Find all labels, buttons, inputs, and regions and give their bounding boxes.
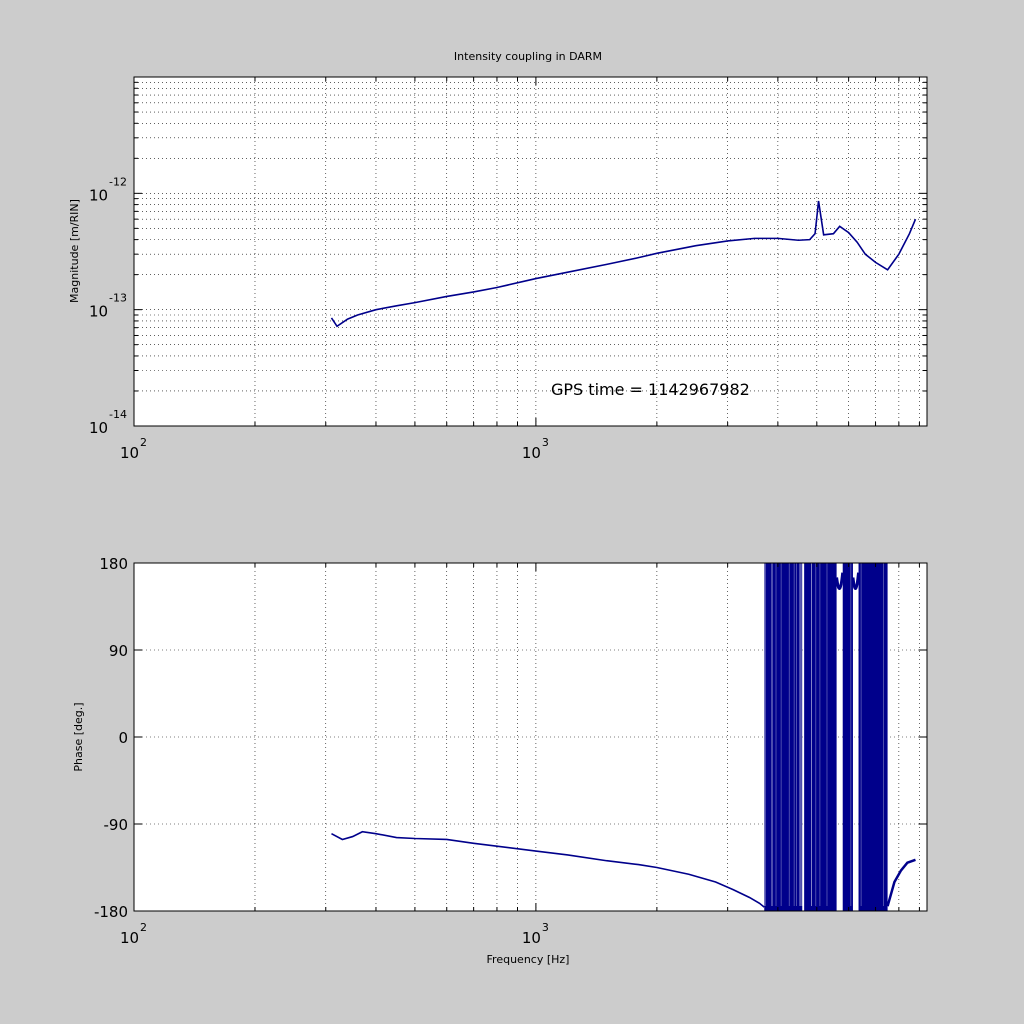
phase-wrap-curve [835,572,845,590]
phase-ytick-label: 90 [109,642,128,660]
phase-y-axis-label: Phase [deg.] [72,702,85,771]
phase-tail-trace [886,858,916,907]
magnitude-xtick-exponent: 2 [140,436,147,449]
magnitude-ytick-exponent: -12 [109,175,127,188]
phase-ytick-label: -90 [104,816,129,834]
magnitude-ytick-exponent: -14 [109,408,127,421]
phase-trace [331,830,765,908]
magnitude-xtick-label: 10 [120,444,139,462]
gps-time-annotation: GPS time = 1142967982 [551,380,750,399]
phase-xtick-exponent: 3 [542,921,549,934]
phase-x-axis-label: Frequency [Hz] [487,953,570,966]
magnitude-ytick-label: 10 [89,186,108,204]
chart-title: Intensity coupling in DARM [454,50,602,63]
magnitude-ytick-exponent: -13 [109,292,127,305]
phase-ytick-label: -180 [94,903,128,921]
phase-wrap-curve [851,572,861,590]
phase-xtick-label: 10 [120,929,139,947]
phase-series [331,563,916,911]
phase-wrap-block [764,563,803,911]
magnitude-xtick-exponent: 3 [542,436,549,449]
magnitude-ytick-label: 10 [89,419,108,437]
magnitude-grid [134,77,927,426]
magnitude-ytick-label: 10 [89,303,108,321]
magnitude-xtick-label: 10 [522,444,541,462]
magnitude-series [330,200,917,328]
magnitude-trace [330,200,917,328]
phase-wrap-block [842,563,853,911]
phase-ytick-label: 180 [99,555,128,573]
magnitude-y-axis-label: Magnitude [m/RIN] [68,199,81,303]
magnitude-axes-frame [133,76,928,427]
phase-ytick-label: 0 [118,729,128,747]
phase-wrap-block [858,563,888,911]
phase-wrap-block [804,563,837,911]
phase-xtick-label: 10 [522,929,541,947]
magnitude-plot: Intensity coupling in DARM 10210310-1410… [68,50,928,462]
phase-xtick-exponent: 2 [140,921,147,934]
magnitude-axes-background [134,77,927,426]
